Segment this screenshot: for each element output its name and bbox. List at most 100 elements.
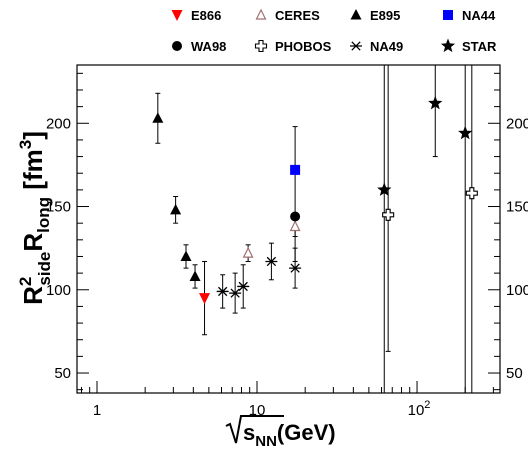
legend-marker-e866 bbox=[171, 10, 183, 21]
data-point-e895 bbox=[189, 270, 201, 281]
triangle-open-shape bbox=[242, 246, 254, 258]
data-point-ceres bbox=[289, 220, 301, 232]
data-point-na44 bbox=[290, 164, 301, 175]
data-point-na49 bbox=[229, 288, 242, 298]
legend-marker-na49 bbox=[350, 41, 362, 51]
cross-open-shape bbox=[465, 187, 478, 200]
legend-item-ceres: CERES bbox=[255, 8, 320, 23]
legend-label-phobos: PHOBOS bbox=[275, 39, 332, 54]
x-axis-title-unit: (GeV) bbox=[277, 420, 336, 445]
y-tick-label-left: 100 bbox=[46, 282, 71, 299]
x-tick-label-base: 10 bbox=[408, 402, 425, 419]
x-axis-title-root-bar bbox=[225, 415, 284, 444]
y-axis-title-sup: 2 bbox=[16, 277, 35, 286]
error-bar-phobos bbox=[385, 64, 391, 352]
star-shape bbox=[428, 95, 443, 110]
legend-marker-na44 bbox=[443, 10, 453, 20]
x-tick-label-base: 10 bbox=[249, 402, 266, 419]
asterisk-shape bbox=[350, 41, 362, 51]
data-point-star bbox=[377, 182, 392, 196]
y-tick-label-left: 50 bbox=[54, 365, 71, 382]
legend-label-e866: E866 bbox=[191, 8, 221, 23]
y-axis-title-sub1: side bbox=[35, 252, 54, 286]
y-axis-title-r2: R bbox=[18, 233, 48, 252]
cross-open-shape bbox=[382, 208, 395, 221]
legend-item-wa98: WA98 bbox=[172, 39, 226, 54]
data-point-wa98 bbox=[290, 211, 301, 222]
data-point-e895 bbox=[180, 250, 192, 261]
y-axis-title-unit-close: ] bbox=[18, 131, 48, 140]
triangle-shape bbox=[189, 270, 201, 281]
triangle-shape bbox=[350, 9, 362, 20]
legend-marker-e895 bbox=[350, 9, 362, 20]
triangle-open-shape bbox=[289, 220, 301, 232]
y-axis-title-unit-open: [fm bbox=[18, 149, 48, 197]
triangle-open-shape bbox=[255, 8, 267, 20]
error-bar-wa98 bbox=[292, 126, 298, 262]
y-tick-label-left: 150 bbox=[46, 199, 71, 216]
y-tick-label-right: 50 bbox=[506, 365, 523, 382]
x-tick-label: 102 bbox=[408, 399, 431, 419]
asterisk-shape bbox=[237, 281, 250, 292]
data-point-na49 bbox=[265, 256, 278, 267]
triangle-shape bbox=[170, 203, 182, 215]
square-shape bbox=[290, 164, 301, 175]
legend-label-ceres: CERES bbox=[275, 8, 320, 23]
data-point-e866 bbox=[199, 293, 211, 305]
circle-shape bbox=[290, 211, 301, 222]
legend-label-wa98: WA98 bbox=[191, 39, 226, 54]
legend-item-phobos: PHOBOS bbox=[254, 39, 332, 54]
asterisk-shape bbox=[265, 256, 278, 267]
legend-marker-star bbox=[440, 38, 456, 53]
legend-marker-ceres bbox=[255, 8, 267, 20]
y-axis-title-r1: R bbox=[18, 286, 48, 305]
x-tick-label-exponent: 2 bbox=[424, 399, 430, 411]
plot-frame bbox=[76, 64, 501, 394]
legend-marker-wa98 bbox=[172, 41, 182, 51]
square-shape bbox=[443, 10, 453, 20]
legend-marker-phobos bbox=[254, 39, 268, 53]
cross-open-shape bbox=[254, 39, 268, 53]
legend-label-na49: NA49 bbox=[370, 39, 403, 54]
svg-text:sNN(GeV): sNN(GeV) bbox=[243, 420, 336, 450]
legend-label-star: STAR bbox=[462, 39, 497, 54]
y-tick-label-right: 100 bbox=[506, 282, 528, 299]
x-tick-label: 10 bbox=[249, 402, 266, 419]
legend-item-star: STAR bbox=[440, 38, 497, 54]
star-shape bbox=[377, 182, 392, 196]
triangle-shape bbox=[180, 250, 192, 261]
y-axis-title: R2sideRlong [fm3] bbox=[16, 131, 54, 305]
star-shape bbox=[440, 38, 456, 53]
star-shape bbox=[458, 125, 473, 140]
x-axis-title: sNN(GeV) bbox=[225, 415, 336, 450]
error-bar-star bbox=[432, 65, 438, 158]
data-point-e895 bbox=[170, 203, 182, 215]
x-tick-label: 1 bbox=[93, 402, 101, 419]
y-tick-label-right: 200 bbox=[506, 115, 528, 132]
data-point-na49 bbox=[216, 286, 229, 297]
y-tick-label-left: 200 bbox=[46, 115, 71, 132]
data-point-phobos bbox=[382, 208, 395, 221]
data-point-ceres bbox=[242, 246, 254, 258]
data-point-e895 bbox=[152, 112, 164, 123]
asterisk-shape bbox=[229, 288, 242, 298]
y-axis-title-sub2: long bbox=[34, 197, 53, 233]
circle-shape bbox=[172, 41, 182, 51]
asterisk-shape bbox=[289, 263, 302, 273]
legend-label-na44: NA44 bbox=[462, 8, 496, 23]
x-axis-title-main: s bbox=[243, 420, 255, 445]
triangle-down-shape bbox=[171, 10, 183, 21]
y-tick-label-right: 150 bbox=[506, 199, 528, 216]
x-axis-title-sub: NN bbox=[255, 433, 277, 450]
x-tick-label-base: 1 bbox=[93, 402, 101, 419]
legend-item-e895: E895 bbox=[350, 8, 400, 23]
legend-item-na44: NA44 bbox=[443, 8, 496, 23]
legend-label-e895: E895 bbox=[370, 8, 400, 23]
data-point-star bbox=[428, 95, 443, 110]
data-point-na49 bbox=[289, 263, 302, 273]
y-axis-title-unit-sup: 3 bbox=[16, 140, 35, 149]
asterisk-shape bbox=[216, 286, 229, 297]
legend-item-e866: E866 bbox=[171, 8, 221, 23]
data-point-star bbox=[458, 125, 473, 140]
